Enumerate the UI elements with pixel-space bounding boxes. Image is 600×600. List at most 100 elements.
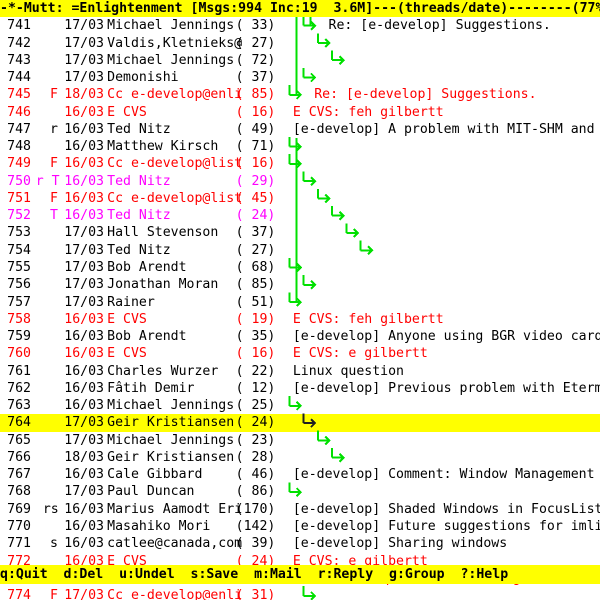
message-row[interactable]: 771 s 16/03 catlee@canada,com( 39) [e-develo…: [0, 535, 600, 552]
message-size: ( 24): [235, 415, 276, 431]
message-row[interactable]: 762 16/03 Fâtih Demir ( 12) [e-develop] Prev…: [0, 380, 600, 397]
message-row[interactable]: 764 17/03 Geir Kristiansen( 24): [0, 414, 600, 432]
message-author: Michael Jennings: [107, 432, 235, 448]
message-row[interactable]: 744 17/03 Demonishi ( 37): [0, 69, 600, 86]
message-index: 744: [7, 70, 31, 86]
message-date: 16/03: [64, 173, 104, 189]
message-row[interactable]: 754 17/03 Ted Nitz ( 27): [0, 242, 600, 259]
message-row[interactable]: 756 17/03 Jonathan Moran ( 85): [0, 276, 600, 293]
message-row[interactable]: 748 16/03 Matthew Kirsch ( 71): [0, 138, 600, 155]
message-date: 17/03: [64, 70, 104, 86]
message-row[interactable]: 768 17/03 Paul Duncan ( 86): [0, 483, 600, 500]
message-flags: F: [49, 190, 58, 206]
message-author: E CVS: [107, 104, 147, 120]
message-date: 17/03: [64, 432, 104, 448]
message-row[interactable]: 763 16/03 Michael Jennings( 25): [0, 397, 600, 414]
message-row[interactable]: 766 18/03 Geir Kristiansen( 28): [0, 449, 600, 466]
message-index: 758: [7, 311, 31, 327]
message-index: 756: [7, 277, 31, 293]
message-row[interactable]: 769 rs 16/03 Marius Aamodt Eri (170) [e-devel…: [0, 501, 600, 518]
message-size: ( 37): [235, 70, 276, 86]
message-author: Jonathan Moran: [107, 277, 219, 293]
message-date: 16/03: [64, 121, 104, 137]
message-index: 762: [7, 380, 31, 396]
message-size: ( 49): [235, 121, 276, 137]
message-row[interactable]: 746 16/03 E CVS ( 16) E CVS: feh gilbertt: [0, 104, 600, 121]
message-index: 741: [7, 18, 31, 34]
message-flags: F: [49, 156, 58, 172]
message-date: 16/03: [64, 363, 104, 379]
message-flags: s: [49, 536, 58, 552]
message-row[interactable]: 774 F 17/03 Cc e-develop@enli( 31): [0, 587, 600, 600]
message-size: ( 85): [235, 87, 276, 103]
message-flags: T: [49, 208, 58, 224]
message-author: Paul Duncan: [107, 484, 195, 500]
message-row[interactable]: 749 F 16/03 Cc e-develop@list( 16): [0, 155, 600, 172]
message-row[interactable]: 772 16/03 E CVS ( 24) E CVS: e gilbertt: [0, 553, 600, 570]
message-row[interactable]: 751 F 16/03 Cc e-develop@list( 45): [0, 190, 600, 207]
message-author: Cc e-develop@list: [107, 156, 243, 172]
message-row[interactable]: 750 r T 16/03 Ted Nitz ( 29): [0, 173, 600, 190]
message-row[interactable]: 761 16/03 Charles Wurzer ( 22) Linux questio…: [0, 363, 600, 380]
message-index: 753: [7, 225, 31, 241]
message-date: 17/03: [64, 294, 104, 310]
message-row[interactable]: 767 16/03 Cale Gibbard ( 46) [e-develop] Com…: [0, 466, 600, 483]
message-size: (170): [235, 501, 276, 517]
message-date: 18/03: [64, 449, 104, 465]
message-row[interactable]: 770 16/03 Masahiko Mori (142) [e-develop] Fu…: [0, 518, 600, 535]
message-index: 755: [7, 259, 31, 275]
message-date: 16/03: [64, 190, 104, 206]
message-date: 17/03: [64, 18, 104, 34]
message-date: 17/03: [64, 225, 104, 241]
message-size: ( 19): [235, 311, 276, 327]
message-row[interactable]: 753 17/03 Hall Stevenson ( 37): [0, 224, 600, 241]
message-row[interactable]: 755 17/03 Bob Arendt ( 68): [0, 259, 600, 276]
message-subject: [e-develop] Shaded Windows in FocusList …: [292, 501, 600, 517]
message-flags: r T: [35, 173, 60, 189]
message-size: ( 45): [235, 190, 276, 206]
message-row[interactable]: 741 17/03 Michael Jennings( 33) Re: [e-deve…: [0, 17, 600, 34]
message-author: Valdis,Kletnieks@: [107, 35, 243, 51]
message-subject: E CVS: feh gilbertt: [292, 311, 444, 327]
message-size: ( 27): [235, 35, 276, 51]
message-date: 16/03: [64, 208, 104, 224]
message-subject: [e-develop] Sharing windows: [292, 536, 508, 552]
message-date: 16/03: [64, 467, 104, 483]
message-row[interactable]: 757 17/03 Rainer ( 51): [0, 294, 600, 311]
message-author: Cale Gibbard: [107, 467, 203, 483]
message-author: Bob Arendt: [107, 259, 187, 275]
message-row[interactable]: 758 16/03 E CVS ( 19) E CVS: feh gilbertt: [0, 311, 600, 328]
message-author: E CVS: [107, 311, 147, 327]
message-row[interactable]: 747 r 16/03 Ted Nitz ( 49) [e-develop] A prob…: [0, 121, 600, 138]
message-date: 17/03: [64, 242, 104, 258]
message-index: 745: [7, 87, 31, 103]
message-row[interactable]: 742 17/03 Valdis,Kletnieks@( 27): [0, 35, 600, 52]
message-date: 16/03: [64, 501, 104, 517]
message-index: 747: [7, 121, 31, 137]
message-index: 768: [7, 484, 31, 500]
message-author: Fâtih Demir: [107, 380, 195, 396]
message-index: 748: [7, 139, 31, 155]
mutt-help-bar[interactable]: q:Quit d:Del u:Undel s:Save m:Mail r:Rep…: [0, 565, 600, 584]
message-size: ( 46): [235, 467, 276, 483]
message-row[interactable]: 765 17/03 Michael Jennings( 23): [0, 432, 600, 449]
message-date: 17/03: [64, 588, 104, 600]
message-index: 769: [7, 501, 31, 517]
message-row[interactable]: 760 16/03 E CVS ( 16) E CVS: e gilbertt: [0, 345, 600, 362]
message-row[interactable]: 743 17/03 Michael Jennings( 72): [0, 52, 600, 69]
message-flags: F: [49, 87, 58, 103]
message-list[interactable]: 741 17/03 Michael Jennings( 33) Re: [e-deve…: [0, 17, 600, 600]
message-date: 17/03: [64, 415, 104, 431]
message-size: ( 37): [235, 225, 276, 241]
message-row[interactable]: 752 T 16/03 Ted Nitz ( 24): [0, 207, 600, 224]
message-size: ( 86): [235, 484, 276, 500]
message-index: 766: [7, 449, 31, 465]
message-subject: [e-develop] Anyone using BGR video cards…: [292, 329, 600, 345]
message-date: 17/03: [64, 484, 104, 500]
message-size: ( 39): [235, 536, 276, 552]
message-index: 760: [7, 346, 31, 362]
message-row[interactable]: 759 16/03 Bob Arendt ( 35) [e-develop] Anyon…: [0, 328, 600, 345]
message-row[interactable]: 745 F 18/03 Cc e-develop@enli( 85) Re: [e-de…: [0, 86, 600, 103]
message-date: 16/03: [64, 311, 104, 327]
mutt-status-bar: -*-Mutt: =Enlightenment [Msgs:994 Inc:19…: [0, 0, 600, 18]
